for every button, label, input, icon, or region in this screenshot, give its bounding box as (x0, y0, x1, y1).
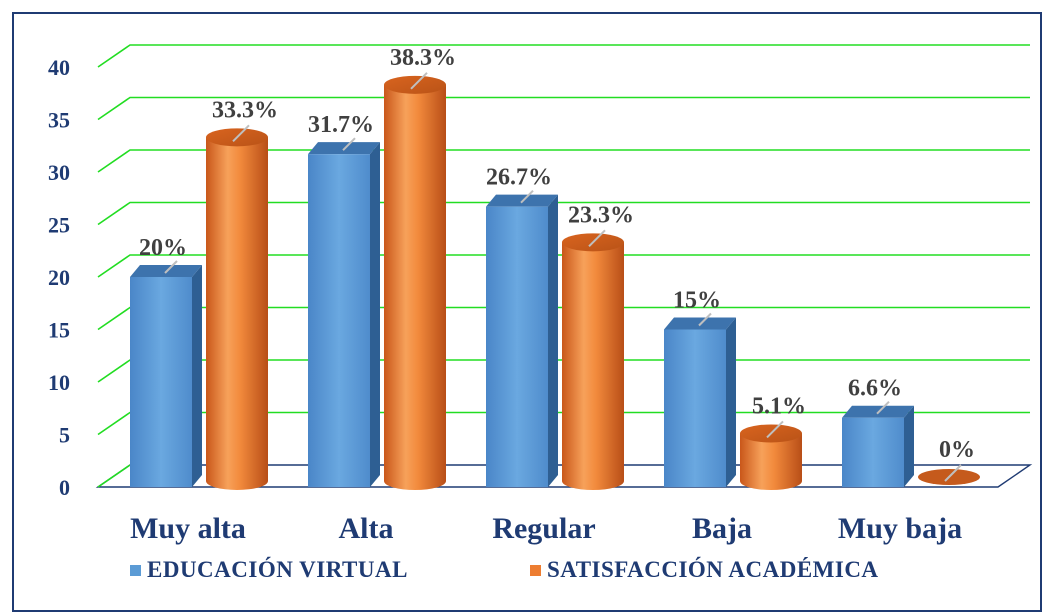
legend-swatch (530, 565, 541, 576)
bar-satisfaccion-academica (562, 233, 624, 490)
data-label-leader (944, 464, 962, 482)
bar-educacion-virtual (308, 142, 380, 487)
x-category-label: Baja (692, 512, 752, 545)
data-label-satisfaccion-academica: 33.3% (212, 97, 278, 123)
y-tick-label: 35 (48, 108, 70, 133)
gridline (97, 201, 1030, 226)
data-label-educacion-virtual: 20% (139, 235, 187, 261)
y-tick-label: 25 (48, 213, 70, 238)
data-label-educacion-virtual: 31.7% (308, 112, 374, 138)
data-label-satisfaccion-academica: 0% (939, 437, 975, 463)
gridline (97, 464, 131, 488)
bar-satisfaccion-academica (384, 75, 446, 490)
data-label-educacion-virtual: 6.6% (848, 376, 902, 402)
legend-label: SATISFACCIÓN ACADÉMICA (547, 556, 879, 582)
data-label-satisfaccion-academica: 5.1% (752, 393, 806, 419)
data-label-leader (410, 72, 428, 90)
y-tick-label: 30 (48, 160, 70, 185)
x-category-label: Muy alta (130, 512, 246, 545)
data-label-educacion-virtual: 15% (673, 288, 721, 314)
y-tick-label: 10 (48, 370, 70, 395)
x-category-label: Regular (492, 512, 595, 545)
data-label-leader (766, 420, 784, 439)
gridline (97, 254, 1030, 278)
data-label-leader (698, 312, 712, 327)
y-tick-label: 20 (48, 265, 70, 290)
legend-item-educacion-virtual: EDUCACIÓN VIRTUAL (130, 556, 408, 582)
y-tick-label: 0 (59, 475, 70, 500)
gridline (97, 149, 1030, 173)
legend-item-satisfaccion-academica: SATISFACCIÓN ACADÉMICA (530, 556, 879, 582)
legend-swatch (130, 565, 141, 576)
x-category-label: Alta (339, 512, 394, 545)
data-label-leader (164, 260, 178, 274)
y-tick-label: 15 (48, 318, 70, 343)
bar-satisfaccion-academica (206, 128, 268, 490)
bar-educacion-virtual (130, 265, 202, 487)
y-tick-label: 5 (59, 423, 70, 448)
data-label-satisfaccion-academica: 38.3% (390, 45, 456, 71)
data-label-leader (232, 124, 250, 143)
bar-chart: 0 5 10 15 20 25 30 35 40 20% 33.3% 31.7% 38.3% 26.7%… (48, 44, 1033, 582)
gridline (97, 44, 1030, 68)
y-tick-label: 40 (48, 55, 70, 80)
bar-educacion-virtual (486, 194, 558, 487)
bar-educacion-virtual (842, 405, 914, 487)
bar-educacion-virtual (664, 317, 736, 487)
x-category-label: Muy baja (838, 512, 962, 545)
data-label-leader (342, 137, 356, 151)
gridline (97, 96, 1030, 121)
data-label-leader (520, 189, 534, 204)
data-label-educacion-virtual: 26.7% (486, 165, 552, 191)
data-label-leader (876, 400, 890, 415)
data-label-satisfaccion-academica: 23.3% (568, 202, 634, 228)
data-label-leader (588, 229, 606, 248)
legend-label: EDUCACIÓN VIRTUAL (147, 556, 408, 582)
